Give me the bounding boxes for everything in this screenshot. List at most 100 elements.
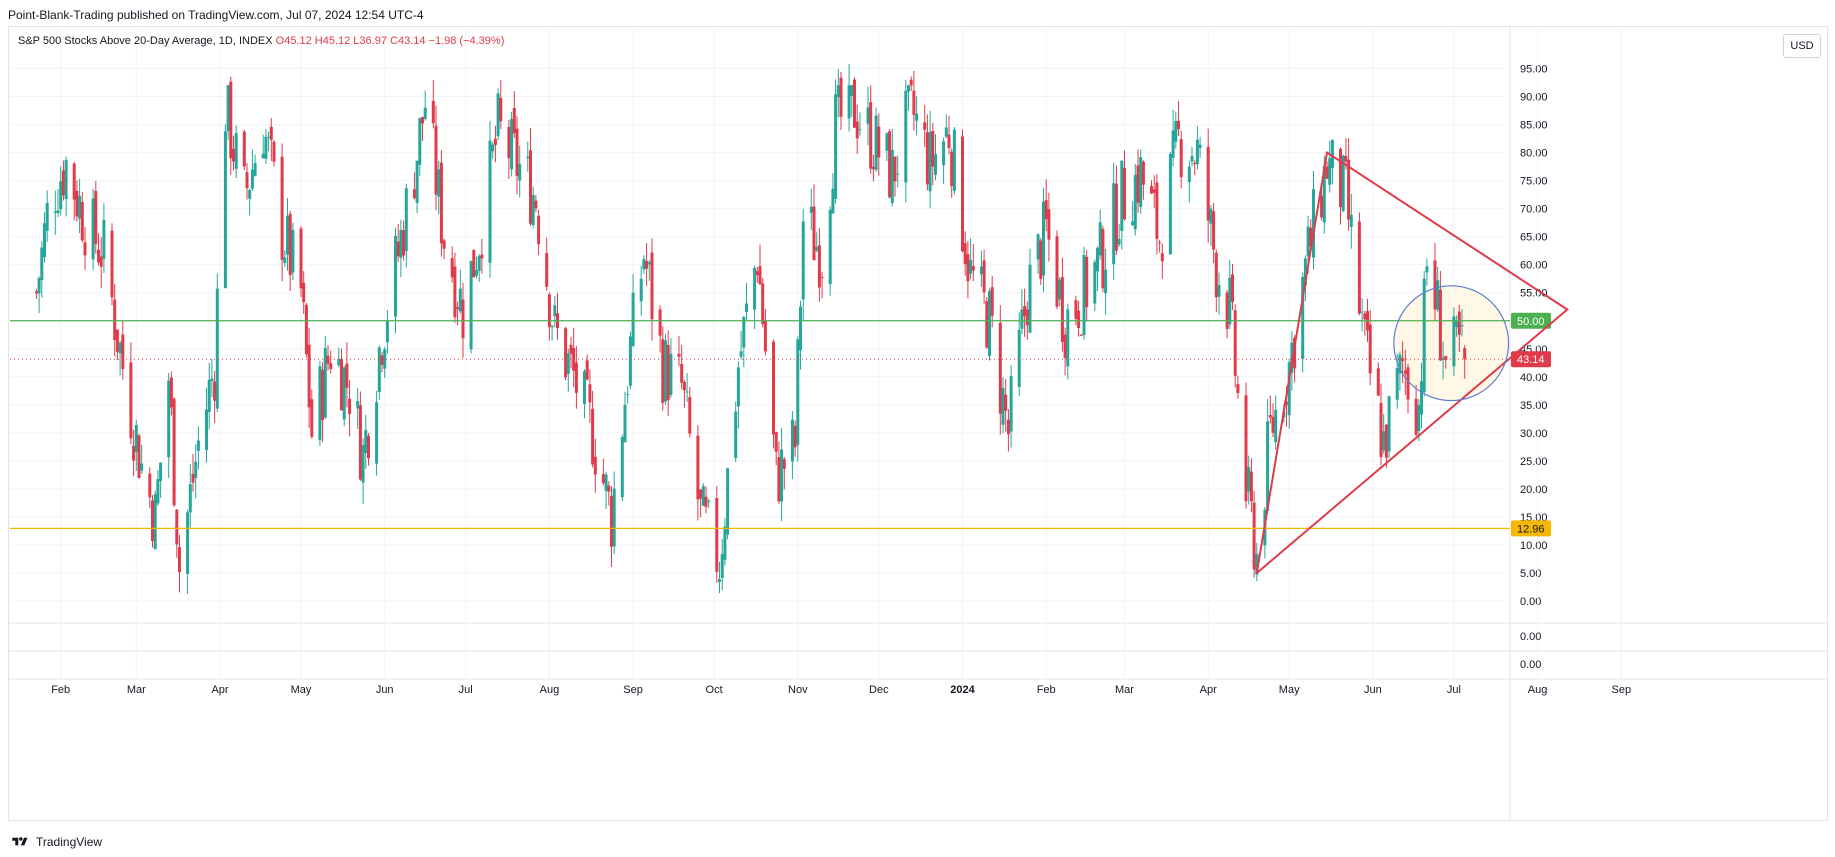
candle-body xyxy=(755,271,759,276)
candle-body xyxy=(40,247,44,281)
level-price-badge xyxy=(1511,520,1551,537)
candle-body xyxy=(1349,214,1353,227)
candle-body xyxy=(969,259,973,274)
x-tick-label: Apr xyxy=(1200,684,1217,696)
candle-body xyxy=(1193,162,1197,165)
candle-body xyxy=(701,486,705,506)
candle-body xyxy=(232,149,235,162)
candle-body xyxy=(118,342,122,354)
candle-body xyxy=(1406,367,1410,400)
candle-body xyxy=(1441,357,1445,360)
candle-body xyxy=(1131,221,1135,226)
candle-body xyxy=(885,133,889,151)
triangle-pattern-annotation[interactable] xyxy=(1255,150,1569,574)
candle-body xyxy=(83,242,87,256)
candle-body xyxy=(758,266,762,285)
candle-body xyxy=(450,258,454,278)
candle-body xyxy=(323,348,327,418)
candle-body xyxy=(205,409,208,451)
x-tick-label: Apr xyxy=(211,684,228,696)
candle-body xyxy=(545,253,549,287)
candle-body xyxy=(399,230,403,258)
candle-body xyxy=(664,340,667,402)
candle-body xyxy=(707,500,711,502)
candle-body xyxy=(421,117,424,124)
candle-body xyxy=(793,425,797,448)
currency-button[interactable]: USD xyxy=(1783,34,1821,58)
candle-body xyxy=(583,371,586,405)
candle-body xyxy=(169,377,173,408)
candle-body xyxy=(869,102,873,169)
candle-body xyxy=(113,299,117,340)
candle-body xyxy=(745,303,748,313)
candle-body xyxy=(156,479,160,504)
candle-body xyxy=(439,162,443,244)
candle-body xyxy=(593,456,597,475)
candle-body xyxy=(963,243,967,265)
candle-body xyxy=(1325,166,1329,179)
candle-body xyxy=(245,172,249,189)
candle-body xyxy=(1104,269,1108,294)
candle-body xyxy=(418,118,422,165)
candle-body xyxy=(94,190,98,244)
candle-body xyxy=(1228,277,1232,325)
y-tick-label: 35.00 xyxy=(1520,400,1548,412)
candle-body xyxy=(302,282,306,303)
candle-body xyxy=(61,170,65,196)
candle-body xyxy=(834,94,838,199)
candle-body xyxy=(1001,387,1005,425)
candle-body xyxy=(1312,189,1315,258)
candle-body xyxy=(196,440,200,451)
candle-body xyxy=(966,254,970,282)
candle-body xyxy=(1066,309,1070,367)
candle-body xyxy=(91,198,95,260)
ohlc-values: O45.12 H45.12 L36.97 C43.14 −1.98 (−4.39… xyxy=(275,35,505,47)
candle-body xyxy=(588,384,592,403)
candle-body xyxy=(942,141,946,166)
candle-body xyxy=(923,122,927,130)
candle-body xyxy=(329,363,333,369)
candle-body xyxy=(1187,166,1191,183)
y-tick-label: 70.00 xyxy=(1520,204,1548,216)
candle-body xyxy=(666,344,670,401)
candle-body xyxy=(518,163,522,181)
candle-body xyxy=(1158,242,1162,244)
x-tick-label: Mar xyxy=(127,684,146,696)
candle-body xyxy=(121,334,125,370)
candle-body xyxy=(1063,334,1067,359)
candle-body xyxy=(310,399,314,437)
candle-body xyxy=(1212,211,1216,250)
candle-body xyxy=(1403,370,1407,374)
candle-body xyxy=(1244,395,1248,502)
candle-body xyxy=(836,85,840,98)
candle-body xyxy=(75,190,79,217)
candle-body xyxy=(1460,325,1464,327)
candle-body xyxy=(283,257,287,264)
candle-body xyxy=(1341,155,1345,211)
candle-body xyxy=(855,121,859,139)
candle-body xyxy=(507,126,511,159)
y-tick-label: 75.00 xyxy=(1520,176,1548,188)
candle-body xyxy=(1271,416,1275,433)
candle-body xyxy=(1006,419,1010,435)
candle-body xyxy=(820,277,824,279)
candle-body xyxy=(1268,414,1272,418)
circle-annotation[interactable] xyxy=(1393,285,1510,402)
candle-body xyxy=(866,107,870,124)
candle-body xyxy=(1017,329,1021,387)
candle-body xyxy=(99,256,103,267)
candle-body xyxy=(402,230,406,256)
candle-body xyxy=(153,494,157,550)
candle-body xyxy=(191,473,195,483)
candle-body xyxy=(1303,258,1307,286)
candle-body xyxy=(1344,156,1348,162)
candle-body xyxy=(375,401,379,464)
candle-body xyxy=(64,160,68,200)
y-tick-label: 20.00 xyxy=(1520,484,1548,496)
candle-body xyxy=(782,459,786,469)
sub-pane-tick-label: 0.00 xyxy=(1520,631,1541,643)
candle-body xyxy=(1174,120,1178,142)
candle-body xyxy=(431,101,435,124)
candle-body xyxy=(434,125,438,195)
